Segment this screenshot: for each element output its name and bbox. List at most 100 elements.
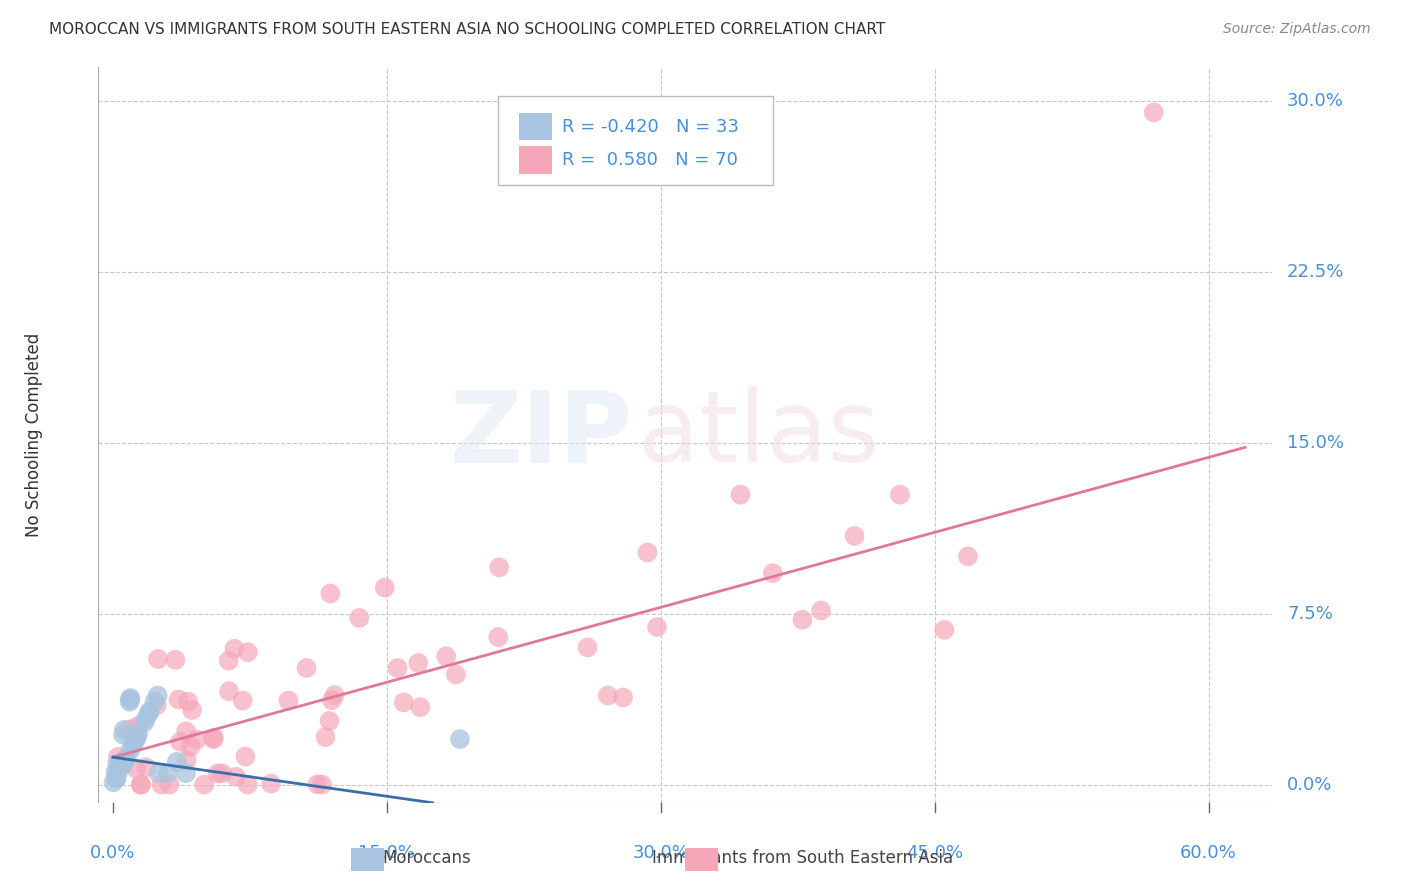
Point [236, 645, 259, 659]
Point [321, 693, 343, 707]
Point [177, 695, 200, 709]
Point [105, 771, 128, 785]
Point [111, 758, 134, 772]
Text: 0.0%: 0.0% [90, 844, 136, 862]
Point [125, 761, 148, 775]
Point [260, 777, 283, 791]
Point [138, 706, 160, 721]
Point [409, 700, 432, 714]
FancyBboxPatch shape [519, 112, 551, 140]
Text: 15.0%: 15.0% [1286, 434, 1344, 452]
Text: atlas: atlas [638, 386, 880, 483]
Point [174, 766, 197, 780]
Point [125, 731, 148, 746]
Point [135, 760, 157, 774]
Text: 0.0%: 0.0% [1286, 775, 1333, 794]
Point [174, 724, 197, 739]
Point [166, 755, 188, 769]
Point [889, 488, 911, 502]
Point [165, 653, 187, 667]
Text: 30.0%: 30.0% [1286, 92, 1344, 110]
Point [792, 613, 814, 627]
Point [120, 743, 142, 757]
Point [103, 775, 125, 789]
Point [315, 730, 337, 744]
Text: 7.5%: 7.5% [1286, 605, 1333, 623]
Point [167, 692, 190, 706]
Point [645, 620, 668, 634]
Point [138, 704, 160, 718]
Point [277, 693, 299, 707]
Point [434, 649, 457, 664]
Point [374, 581, 396, 595]
Text: Source: ZipAtlas.com: Source: ZipAtlas.com [1223, 22, 1371, 37]
Text: 30.0%: 30.0% [633, 844, 689, 862]
Point [576, 640, 599, 655]
Text: ZIP: ZIP [450, 386, 633, 483]
Point [108, 760, 131, 774]
Point [115, 751, 138, 765]
FancyBboxPatch shape [519, 145, 551, 174]
Point [156, 766, 179, 780]
Point [311, 778, 333, 792]
Point [150, 778, 173, 792]
Point [118, 723, 141, 737]
Point [105, 771, 128, 785]
Point [486, 630, 509, 644]
Point [235, 749, 257, 764]
Point [218, 684, 240, 698]
Point [730, 488, 752, 502]
Point [232, 693, 254, 707]
Point [934, 623, 956, 637]
Point [129, 778, 152, 792]
Point [107, 765, 129, 780]
Point [118, 695, 141, 709]
Point [637, 545, 659, 559]
Point [180, 739, 202, 754]
Point [112, 728, 135, 742]
Point [105, 756, 128, 771]
Point [207, 766, 229, 780]
Point [810, 603, 832, 617]
Point [181, 703, 204, 717]
Point [132, 715, 155, 730]
Point [956, 549, 979, 564]
Text: 45.0%: 45.0% [905, 844, 963, 862]
Text: 60.0%: 60.0% [1180, 844, 1237, 862]
Point [319, 586, 342, 600]
Point [143, 695, 166, 709]
Point [211, 766, 233, 780]
Point [392, 695, 415, 709]
Point [129, 778, 152, 792]
Point [596, 689, 619, 703]
FancyBboxPatch shape [686, 848, 718, 871]
Point [122, 736, 145, 750]
Point [762, 566, 785, 581]
Point [122, 738, 145, 752]
Text: Immigrants from South Eastern Asia: Immigrants from South Eastern Asia [652, 849, 953, 867]
Text: R =  0.580   N = 70: R = 0.580 N = 70 [562, 151, 738, 169]
FancyBboxPatch shape [352, 848, 384, 871]
Point [146, 652, 169, 666]
Text: Moroccans: Moroccans [382, 849, 471, 867]
Point [127, 729, 149, 743]
Point [112, 723, 135, 737]
Point [159, 778, 181, 792]
Text: 15.0%: 15.0% [359, 844, 415, 862]
Point [225, 770, 247, 784]
Point [118, 692, 141, 706]
Point [307, 777, 329, 791]
Point [193, 778, 215, 792]
FancyBboxPatch shape [498, 96, 773, 185]
Point [488, 560, 510, 574]
Point [449, 731, 471, 746]
Point [612, 690, 634, 705]
Point [236, 778, 259, 792]
Point [127, 725, 149, 739]
Point [186, 732, 208, 747]
Point [127, 720, 149, 734]
Point [1143, 105, 1166, 120]
Point [224, 641, 246, 656]
Point [120, 690, 142, 705]
Text: R = -0.420   N = 33: R = -0.420 N = 33 [562, 118, 740, 136]
